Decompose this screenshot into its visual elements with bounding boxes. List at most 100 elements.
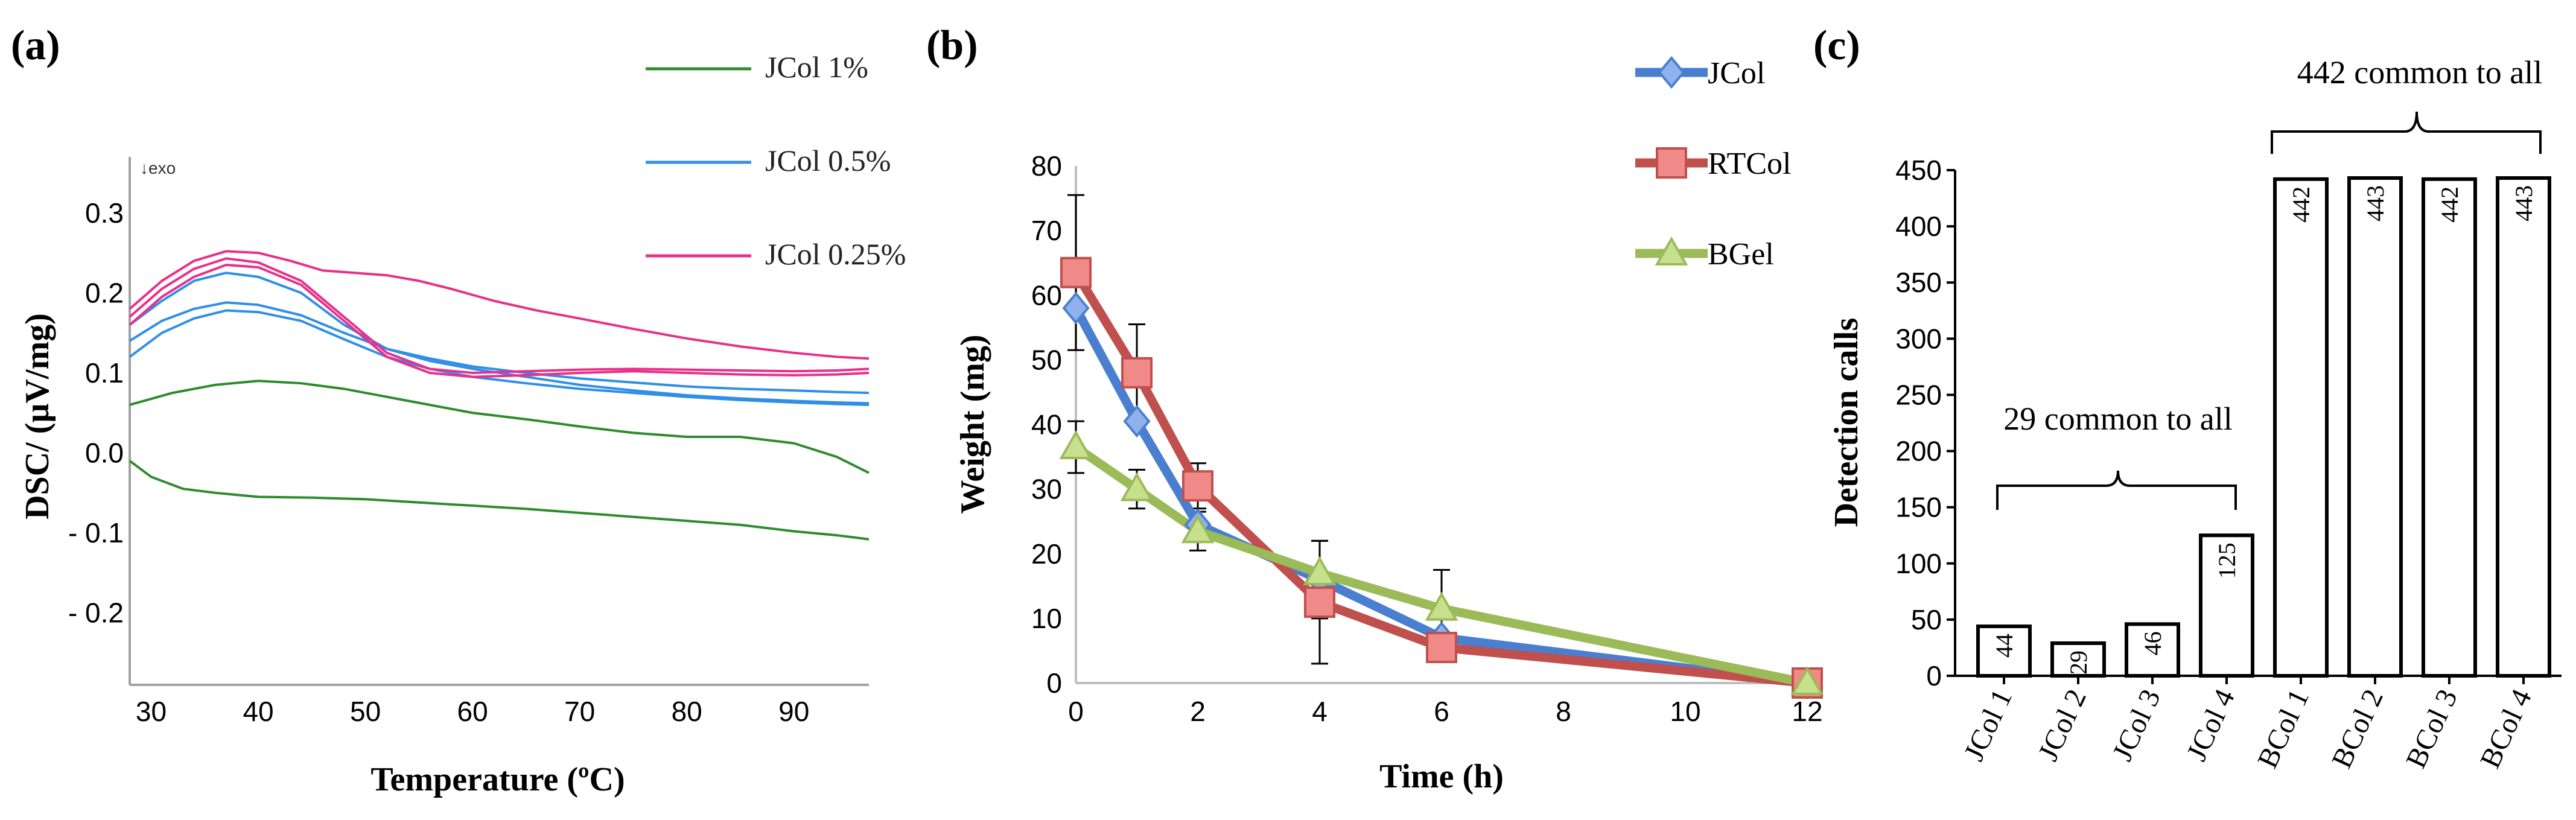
dsc-x-tick-label: 30	[136, 696, 167, 727]
detection-bar	[2199, 533, 2254, 678]
weight-data-point	[1120, 472, 1154, 501]
dsc-y-tick-label: 0.3	[85, 197, 124, 229]
detection-bar	[2273, 177, 2329, 678]
detection-y-tick-label: 200	[1895, 436, 1942, 467]
bracket-jcol	[1996, 470, 2237, 510]
dsc-chart: 0.3 0.2 0.1 0.0 - 0.1 - 0.2 30 40 50 60 70 80 90 ↓e…	[19, 50, 906, 798]
detection-y-tick-label: 250	[1895, 379, 1942, 410]
dsc-y-tick-label: 0.0	[85, 437, 124, 469]
detection-bar	[2496, 176, 2551, 678]
weight-y-tick-label: 40	[1031, 409, 1062, 440]
dsc-y-axis-title: DSC/ (µV/mg)	[19, 313, 56, 520]
weight-x-tick-label: 12	[1792, 696, 1822, 727]
weight-legend: JCol RTCol BGel	[1635, 56, 1791, 272]
panel-label-b: (b)	[926, 22, 978, 69]
detection-y-axis-title: Detection calls	[1828, 318, 1865, 527]
weight-legend-marker	[1656, 147, 1687, 179]
panel-label-a: (a)	[11, 22, 60, 69]
dsc-legend-label: JCol 1%	[765, 50, 868, 84]
weight-data-point	[1303, 556, 1337, 585]
detection-y-tick-label: 100	[1895, 548, 1942, 579]
weight-y-tick-label: 60	[1031, 279, 1062, 311]
detection-bar-value: 443	[2362, 185, 2389, 221]
bracket-bcol	[2271, 111, 2542, 154]
weight-data-point	[1425, 591, 1458, 621]
weight-x-tick-label: 4	[1312, 696, 1328, 727]
weight-x-tick-label: 0	[1068, 696, 1084, 727]
weight-legend-label: JCol	[1708, 56, 1765, 91]
dsc-series-line	[129, 257, 870, 374]
detection-bar-value: 44	[1991, 634, 2018, 658]
weight-data-point	[1062, 291, 1090, 325]
dsc-series-line	[129, 250, 870, 360]
weight-x-axis-title: Time (h)	[1379, 758, 1504, 795]
weight-y-tick-label: 50	[1031, 344, 1062, 375]
dsc-y-tick-label: - 0.2	[68, 597, 124, 629]
detection-bar	[2422, 177, 2477, 678]
bracket-jcol-label: 29 common to all	[2003, 401, 2232, 437]
dsc-legend-label: JCol 0.5%	[765, 144, 891, 177]
weight-y-tick-label: 30	[1031, 474, 1062, 505]
detection-x-tick-label: JCol 4	[2181, 684, 2241, 766]
detection-bar	[2050, 641, 2106, 678]
weight-series-line	[1072, 270, 1808, 688]
dsc-x-tick-label: 50	[350, 696, 381, 727]
weight-y-tick-label: 0	[1046, 667, 1062, 699]
weight-y-tick-label: 70	[1031, 215, 1062, 246]
dsc-y-tick-label: - 0.1	[68, 517, 124, 548]
dsc-x-tick-label: 60	[457, 696, 488, 727]
weight-x-tick-label: 2	[1190, 696, 1206, 727]
detection-y-tick-label: 350	[1895, 267, 1942, 298]
detection-x-tick-label: JCol 2	[2032, 684, 2093, 766]
weight-legend-marker	[1658, 56, 1685, 89]
weight-y-tick-label: 20	[1031, 538, 1062, 570]
dsc-x-axis-title: Temperature (ºC)	[370, 761, 625, 798]
detection-y-tick-label: 50	[1911, 604, 1942, 635]
dsc-series-line	[129, 460, 870, 541]
weight-x-tick-label: 8	[1556, 696, 1571, 727]
detection-x-tick-label: JCol 3	[2107, 684, 2167, 766]
dsc-x-tick-label: 70	[564, 696, 595, 727]
dsc-y-tick-label: 0.1	[85, 357, 124, 389]
bracket-bcol-label: 442 common to all	[2297, 54, 2542, 91]
weight-x-tick-label: 10	[1670, 696, 1700, 727]
dsc-series-line	[129, 272, 870, 405]
weight-y-axis-title: Weight (mg)	[954, 334, 991, 513]
weight-data-point	[1182, 470, 1213, 502]
detection-x-tick-label: BCol 3	[2400, 684, 2464, 773]
dsc-series-line	[129, 309, 870, 406]
detection-x-tick-label: BCol 1	[2251, 684, 2315, 773]
detection-calls-chart: 0 50 100 150 200 250 300 350 400 450 44 29 46 125 442…	[1828, 54, 2562, 773]
weight-data-point	[1426, 632, 1457, 664]
dsc-legend: JCol 1% JCol 0.5% JCol 0.25%	[646, 50, 906, 271]
detection-x-tick-label: BCol 4	[2474, 684, 2538, 773]
detection-bar-value: 442	[2288, 186, 2315, 223]
weight-y-tick-label: 10	[1031, 603, 1062, 634]
detection-y-tick-label: 300	[1895, 323, 1942, 354]
detection-y-tick-label: 150	[1895, 492, 1942, 523]
weight-data-point	[1121, 357, 1153, 389]
detection-x-tick-label: JCol 1	[1958, 684, 2018, 766]
dsc-x-tick-label: 90	[778, 696, 809, 727]
detection-bar-value: 443	[2510, 185, 2537, 221]
detection-bar-value: 29	[2065, 650, 2092, 675]
detection-y-tick-label: 450	[1895, 154, 1942, 186]
weight-legend-marker	[1655, 236, 1688, 265]
dsc-series-line	[129, 380, 870, 474]
weight-x-tick-label: 6	[1434, 696, 1449, 727]
dsc-x-tick-label: 80	[672, 696, 702, 727]
dsc-legend-label: JCol 0.25%	[765, 237, 906, 271]
dsc-series-line	[129, 263, 870, 378]
weight-y-tick-label: 80	[1031, 150, 1062, 182]
weight-data-point	[1181, 514, 1215, 544]
exo-annotation: ↓exo	[140, 159, 176, 177]
detection-bar	[1976, 625, 2032, 678]
weight-data-point	[1304, 586, 1335, 618]
weight-legend-label: BGel	[1708, 237, 1774, 272]
detection-y-tick-label: 400	[1895, 211, 1942, 242]
dsc-y-tick-label: 0.2	[85, 277, 124, 308]
detection-y-tick-label: 0	[1926, 660, 1942, 691]
detection-bar-value: 125	[2213, 542, 2240, 579]
